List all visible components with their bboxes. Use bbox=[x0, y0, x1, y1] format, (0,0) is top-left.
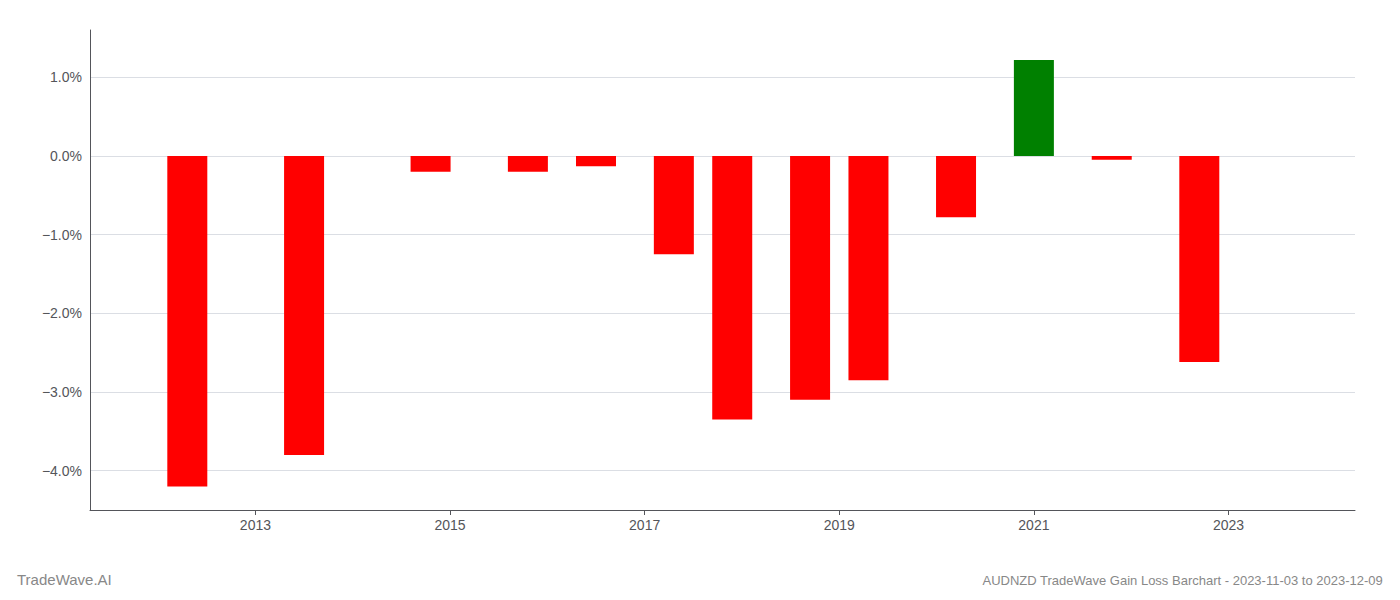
svg-text:−1.0%: −1.0% bbox=[42, 227, 82, 243]
svg-text:2013: 2013 bbox=[240, 517, 271, 533]
svg-text:−3.0%: −3.0% bbox=[42, 384, 82, 400]
svg-text:2021: 2021 bbox=[1018, 517, 1049, 533]
svg-text:2023: 2023 bbox=[1213, 517, 1244, 533]
svg-text:1.0%: 1.0% bbox=[50, 69, 82, 85]
svg-text:−4.0%: −4.0% bbox=[42, 463, 82, 479]
svg-text:2017: 2017 bbox=[629, 517, 660, 533]
svg-text:2015: 2015 bbox=[434, 517, 465, 533]
svg-text:0.0%: 0.0% bbox=[50, 148, 82, 164]
svg-text:2019: 2019 bbox=[824, 517, 855, 533]
svg-text:AUDNZD TradeWave Gain Loss Bar: AUDNZD TradeWave Gain Loss Barchart - 20… bbox=[982, 573, 1382, 588]
svg-text:−2.0%: −2.0% bbox=[42, 305, 82, 321]
svg-text:TradeWave.AI: TradeWave.AI bbox=[17, 571, 112, 588]
